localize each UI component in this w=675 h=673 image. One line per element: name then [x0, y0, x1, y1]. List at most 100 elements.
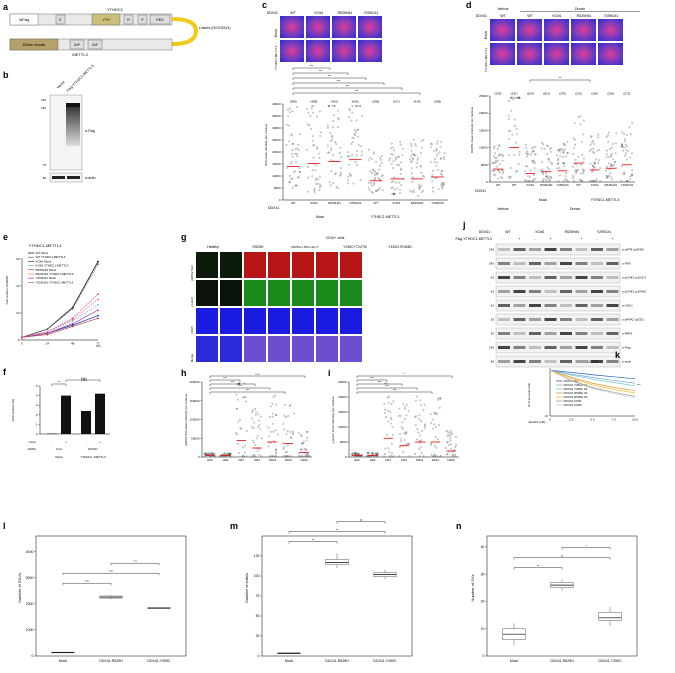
d-dot: [593, 161, 596, 164]
m-xcat: Mock: [285, 659, 294, 663]
n-ylabel: Number of SVs: [470, 574, 475, 601]
j-blot-band: [498, 304, 510, 307]
c-dot: [429, 146, 432, 149]
h-dot: [299, 449, 302, 451]
c-dot: [359, 105, 362, 107]
c-dot: [440, 184, 443, 187]
h-dot: [269, 430, 272, 433]
panel-g: g CD34⁺ cells Healthy R525H R525H c.50G>…: [181, 232, 412, 362]
c-dot: [441, 170, 444, 172]
i-dot: [455, 443, 457, 446]
c-dot: [441, 182, 444, 184]
i-dot: [386, 396, 389, 399]
d-ytick-label: 15000: [479, 128, 488, 132]
c-dot: [412, 138, 415, 141]
n-sig-bracket-label: #: [561, 554, 563, 558]
d-dot: [529, 180, 531, 182]
c-dot: [410, 142, 413, 145]
g-group-r525h: R525H: [253, 245, 264, 249]
i-dot: [407, 443, 410, 446]
d-dot: [628, 126, 631, 129]
h-dot: [287, 415, 289, 417]
h-dot: [275, 414, 277, 416]
d-dot: [526, 150, 529, 153]
c-dot: [441, 185, 444, 188]
m-ytick-label: 100: [254, 574, 260, 578]
c-dot: [422, 189, 424, 192]
lane-flag-ythdc1-mettl3: Flag-YTHDC1-METTL3: [66, 64, 95, 93]
d-dot: [611, 178, 613, 181]
c-dot: [418, 186, 421, 189]
c-xcat: R525H#1: [328, 201, 341, 205]
c-dot: [439, 145, 442, 148]
i-dot: [404, 418, 406, 420]
c-dot: [374, 177, 376, 180]
d-dot: [508, 100, 510, 102]
h-dot: [274, 429, 277, 432]
i-dot: [418, 417, 421, 420]
h-dot: [241, 455, 244, 458]
i-dot: [446, 435, 449, 438]
micrograph-tile: [571, 43, 596, 65]
h-dot: [253, 453, 255, 456]
c-dot: [335, 172, 337, 175]
c-dot: [443, 152, 446, 154]
k-sig-label: ***: [637, 383, 641, 387]
panel-l-label: l: [3, 521, 6, 531]
i-dot: [415, 415, 418, 418]
d-treat-vehicle: Vehicle: [497, 7, 508, 11]
c-dot: [418, 188, 421, 190]
c-count: (417): [393, 100, 400, 104]
j-blot-band: [544, 290, 557, 293]
c-dot: [390, 153, 393, 155]
d-dot: [610, 164, 612, 167]
k-xtick-label: 10.0: [632, 418, 638, 422]
i-dot: [403, 439, 406, 441]
e-legend-entry: KO#1 Mock: [36, 259, 52, 263]
c-dot: [400, 161, 402, 164]
micrograph-tile: [598, 19, 623, 41]
j-blot-label: α-pATR (pS428): [622, 248, 644, 252]
c-dot: [291, 134, 293, 137]
c-dot: [416, 162, 419, 164]
d-dot: [541, 180, 544, 182]
l-ylabel: Number of SNVs: [17, 573, 22, 603]
j-flag-sign: +: [549, 237, 551, 241]
c-dot: [337, 187, 339, 190]
f-ytick-label: 0: [36, 432, 38, 436]
h-dot: [272, 396, 275, 399]
h-dot: [235, 408, 238, 410]
c-dot: [436, 142, 439, 145]
h-dot: [259, 415, 262, 418]
h-dot: [234, 432, 237, 434]
d-dot: [524, 179, 526, 181]
e-xtick-label: 48: [71, 342, 75, 346]
d-dot: [550, 176, 553, 179]
c-dot: [420, 191, 423, 194]
d-dot: [592, 140, 594, 142]
i-dot: [451, 453, 454, 456]
c-count: (399): [290, 100, 297, 104]
c-dot: [306, 123, 309, 126]
h-dot: [267, 426, 270, 429]
flag-smear: [66, 106, 80, 146]
c-dot: [431, 180, 434, 183]
c-dot: [391, 153, 394, 156]
k-legend-entry: DDX41 KO#2: [564, 403, 583, 407]
l-ytick-label: 3000: [26, 576, 34, 580]
g-row-merge: Merge: [190, 353, 194, 362]
c-dot: [431, 173, 434, 176]
i-dot: [417, 431, 420, 434]
j-col-r525h1: R525H#1: [565, 230, 580, 234]
d-dot: [579, 123, 582, 125]
panel-e-label: e: [3, 232, 8, 242]
c-dot: [420, 152, 422, 154]
c-dot: [367, 182, 370, 184]
g-row-dapi: DAPI: [190, 326, 194, 333]
c-dot: [394, 156, 397, 159]
micrograph-tile: [316, 252, 338, 278]
d-dot: [558, 148, 561, 151]
m-sig-bracket: [288, 541, 338, 544]
i-dot: [423, 403, 426, 406]
j-blot-band: [544, 248, 557, 251]
